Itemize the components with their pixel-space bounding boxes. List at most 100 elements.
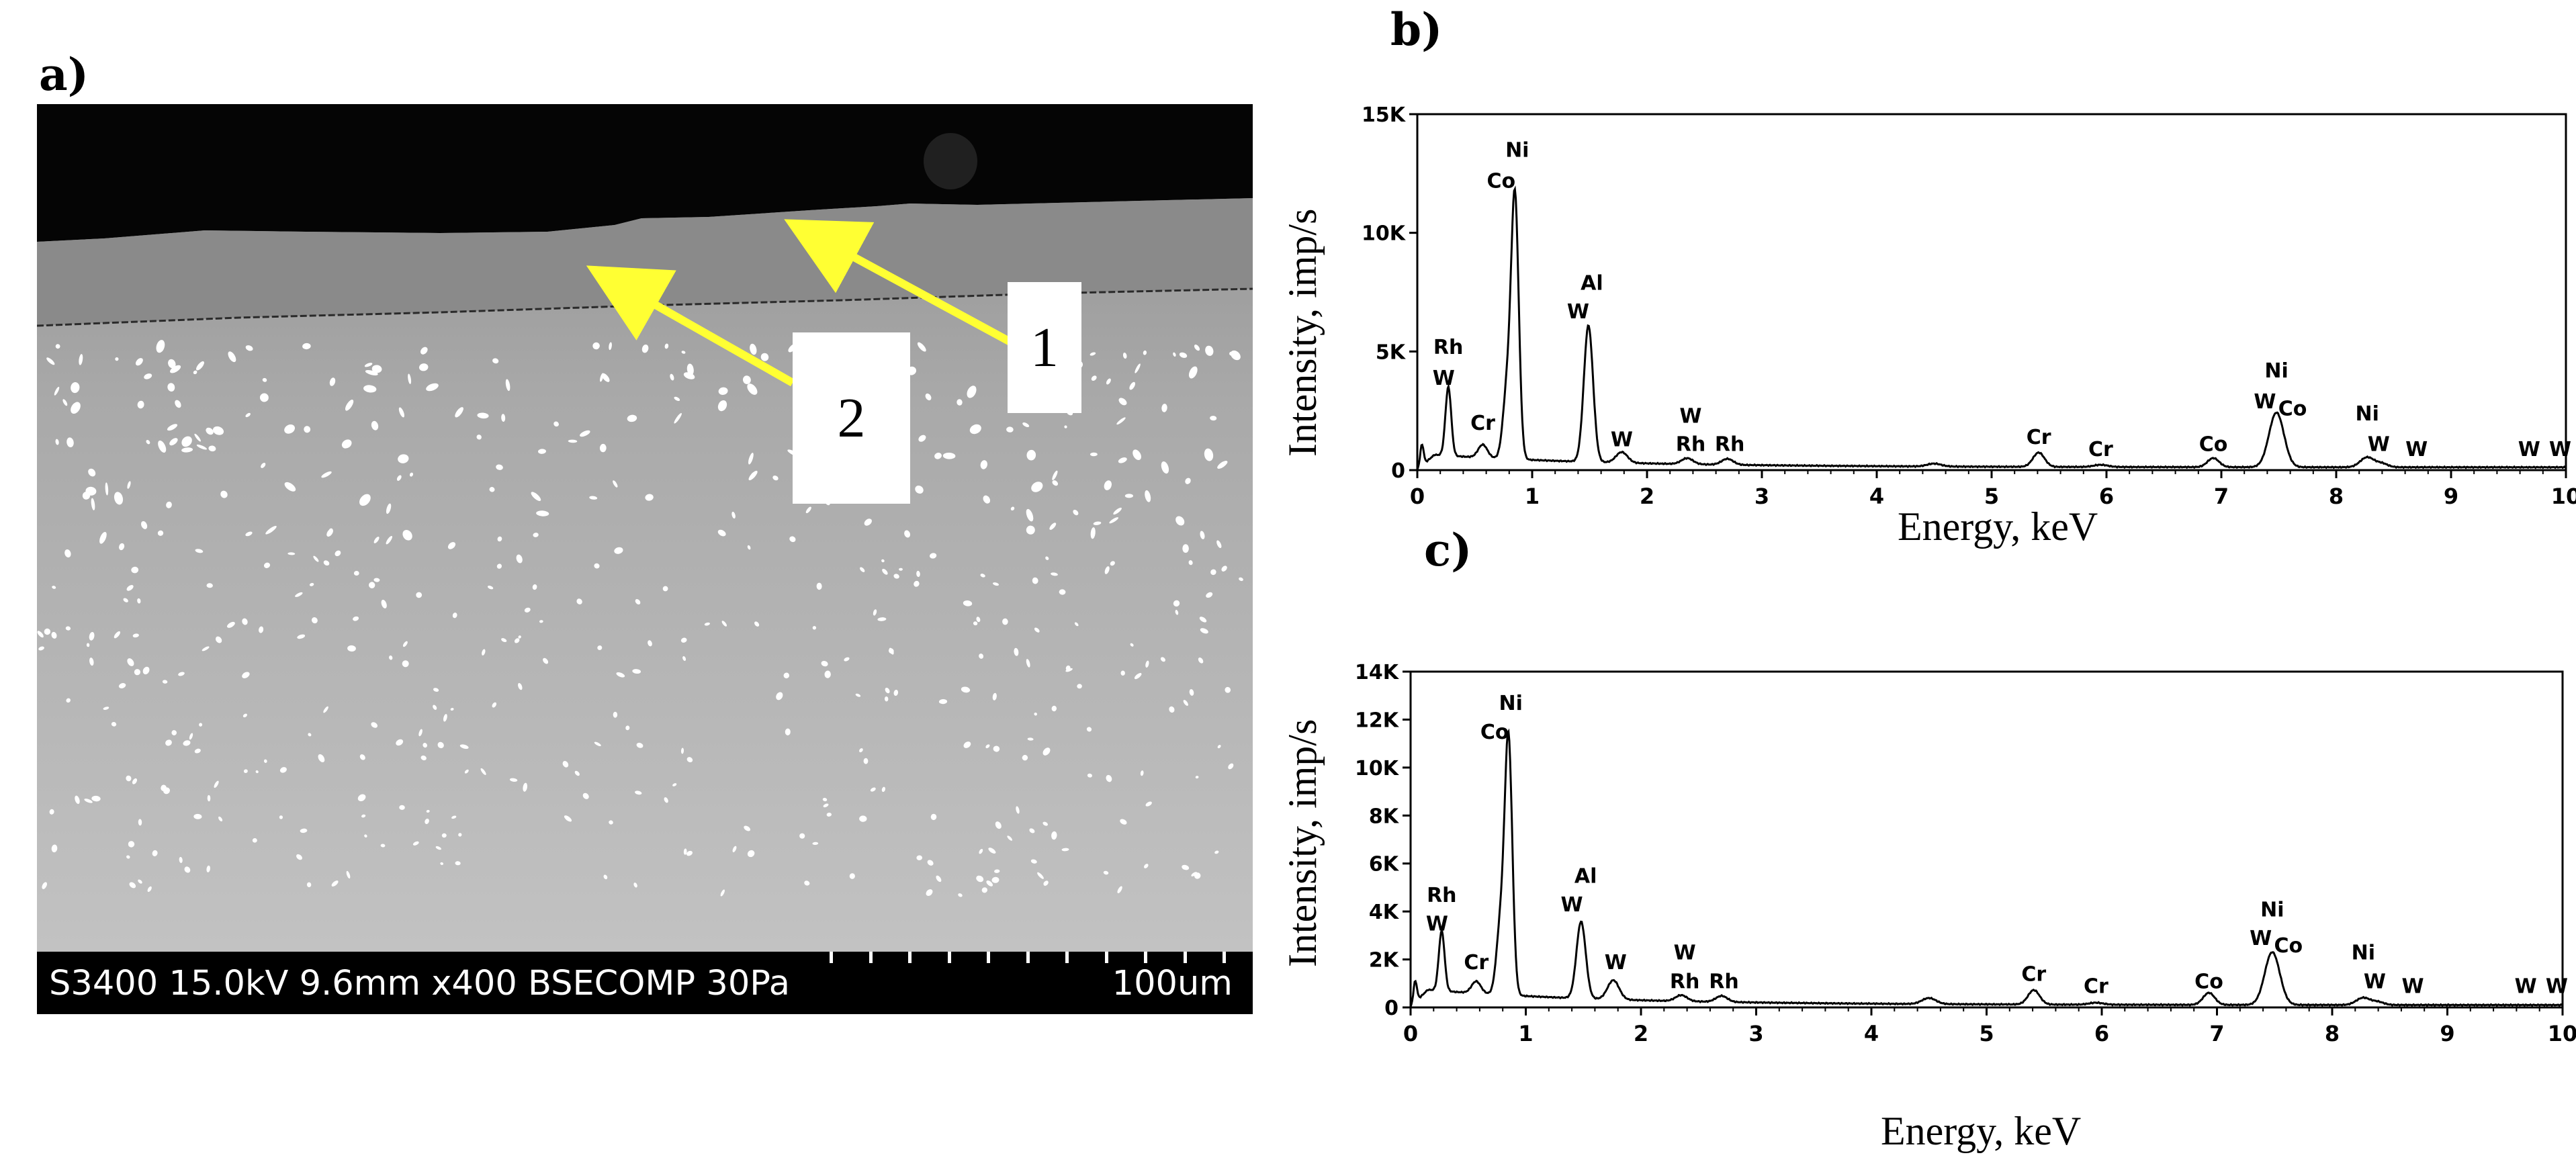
carbide-particle <box>961 686 971 693</box>
carbide-particle <box>118 683 126 688</box>
carbide-particle <box>1109 517 1119 524</box>
spectrum-c-x-tick-label: 3 <box>1748 1021 1763 1046</box>
carbide-particle <box>84 799 93 803</box>
carbide-particle <box>287 552 296 555</box>
carbide-particle <box>1051 705 1057 712</box>
carbide-particle <box>111 721 117 727</box>
carbide-particle <box>207 795 211 802</box>
carbide-particle <box>1061 848 1069 852</box>
carbide-particle <box>915 485 924 494</box>
carbide-particle <box>88 468 96 477</box>
carbide-particle <box>482 649 486 655</box>
carbide-particle <box>75 795 80 804</box>
carbide-particle <box>328 528 333 533</box>
carbide-particle <box>215 636 222 643</box>
carbide-particle <box>389 655 393 660</box>
carbide-particle <box>1064 425 1067 428</box>
carbide-particle <box>1027 737 1034 741</box>
carbide-particle <box>981 887 987 893</box>
spectrum-c-peak-label: Co <box>2274 934 2303 958</box>
carbide-particle <box>402 641 408 647</box>
carbide-particle <box>66 698 71 703</box>
carbide-particle <box>196 444 207 450</box>
carbide-particle <box>259 626 264 633</box>
carbide-particle <box>1103 870 1109 875</box>
carbide-particle <box>64 549 71 557</box>
carbide-particle <box>178 672 185 676</box>
spectrum-c-peak-label: W <box>2546 975 2568 999</box>
carbide-particle <box>592 342 600 350</box>
carbide-particle <box>114 492 124 505</box>
carbide-particle <box>386 535 393 545</box>
carbide-particle <box>1182 864 1190 870</box>
carbide-particle <box>516 554 523 563</box>
carbide-particle <box>359 494 371 506</box>
carbide-particle <box>680 748 684 754</box>
carbide-particle <box>265 526 277 535</box>
carbide-particle <box>589 496 598 500</box>
spectrum-b-y-tick-label: 5K <box>1376 341 1407 364</box>
carbide-particle <box>279 815 283 819</box>
carbide-particle <box>137 400 144 409</box>
carbide-particle <box>323 706 328 713</box>
carbide-particle <box>859 815 867 822</box>
carbide-particle <box>71 382 80 394</box>
carbide-particle <box>899 568 903 571</box>
carbide-particle <box>1104 480 1112 490</box>
carbide-particle <box>141 521 148 529</box>
carbide-particle <box>380 844 386 848</box>
carbide-particle <box>138 819 142 826</box>
spectrum-b-x-tick-label: 9 <box>2444 484 2458 509</box>
carbide-particle <box>364 363 373 367</box>
carbide-particle <box>126 855 130 859</box>
carbide-particle <box>1145 660 1149 668</box>
carbide-particle <box>539 620 543 623</box>
carbide-particle <box>489 487 495 492</box>
carbide-particle <box>1210 569 1216 576</box>
carbide-particle <box>345 400 354 411</box>
carbide-particle <box>934 452 942 459</box>
carbide-particle <box>194 433 201 442</box>
carbide-particle <box>721 621 727 627</box>
carbide-particle <box>873 609 877 616</box>
carbide-particle <box>904 530 911 538</box>
carbide-particle <box>1182 544 1189 553</box>
carbide-particle <box>804 880 810 886</box>
spectrum-b-line <box>1416 185 2567 470</box>
spectrum-b-peak-label: W <box>2254 390 2276 414</box>
carbide-particle <box>402 529 412 541</box>
carbide-particle <box>991 876 1000 883</box>
carbide-particle <box>398 454 409 463</box>
carbide-particle <box>816 582 822 590</box>
carbide-particle <box>65 626 71 631</box>
carbide-particle <box>682 655 686 662</box>
carbide-particle <box>877 617 887 621</box>
carbide-particle <box>680 637 687 643</box>
carbide-particle <box>166 501 172 508</box>
carbide-particle <box>361 814 366 818</box>
carbide-particle <box>1022 755 1028 761</box>
carbide-particle <box>252 838 257 843</box>
carbide-particle <box>600 373 604 382</box>
carbide-particle <box>683 372 695 379</box>
carbide-particle <box>1030 859 1037 864</box>
carbide-particle <box>212 426 224 435</box>
carbide-particle <box>754 621 760 627</box>
carbide-particle <box>373 537 380 543</box>
carbide-particle <box>381 599 387 608</box>
spectrum-c-peak-label: Al <box>1574 864 1597 888</box>
carbide-particle <box>750 343 757 355</box>
carbide-particle <box>242 672 250 678</box>
carbide-particle <box>1120 819 1127 825</box>
carbide-particle <box>189 733 193 740</box>
spectrum-b-x-axis-title: Energy, keV <box>1898 504 2098 549</box>
carbide-particle <box>420 755 427 761</box>
carbide-particle <box>119 543 125 551</box>
carbide-particle <box>416 592 423 598</box>
carbide-particle <box>1032 577 1038 584</box>
carbide-particle <box>1042 748 1051 756</box>
carbide-particle <box>884 696 889 702</box>
carbide-particle <box>1130 643 1134 647</box>
carbide-particle <box>1143 350 1147 355</box>
carbide-particle <box>89 631 95 641</box>
